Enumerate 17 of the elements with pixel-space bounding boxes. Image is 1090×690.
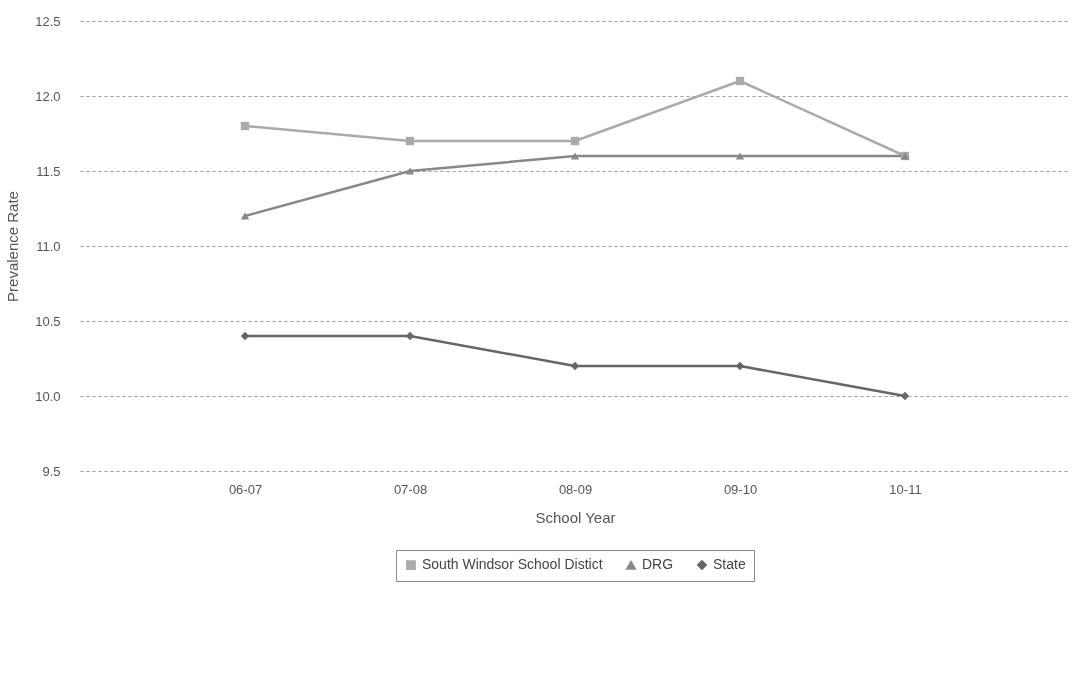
y-tick-label: 9.5: [42, 463, 61, 479]
x-axis-title: School Year: [535, 508, 616, 526]
y-tick-label: 10.0: [35, 388, 61, 404]
x-tick-label: 10-11: [889, 481, 922, 497]
y-axis-title: Prevalence Rate: [4, 191, 22, 302]
y-tick-label: 11.0: [36, 238, 61, 254]
y-tick-label: 11.5: [36, 163, 61, 179]
y-tick-label: 12.0: [35, 88, 61, 104]
x-tick-label: 06-07: [228, 481, 263, 497]
y-tick-label: 12.5: [35, 13, 61, 29]
legend-label: DRG: [642, 556, 674, 573]
y-tick-label: 10.5: [35, 313, 61, 329]
legend-label: South Windsor School Distict: [422, 556, 603, 573]
x-tick-label: 07-08: [393, 481, 428, 497]
x-tick-label: 08-09: [558, 481, 593, 497]
legend-label: State: [713, 556, 746, 573]
x-tick-label: 09-10: [723, 481, 758, 497]
